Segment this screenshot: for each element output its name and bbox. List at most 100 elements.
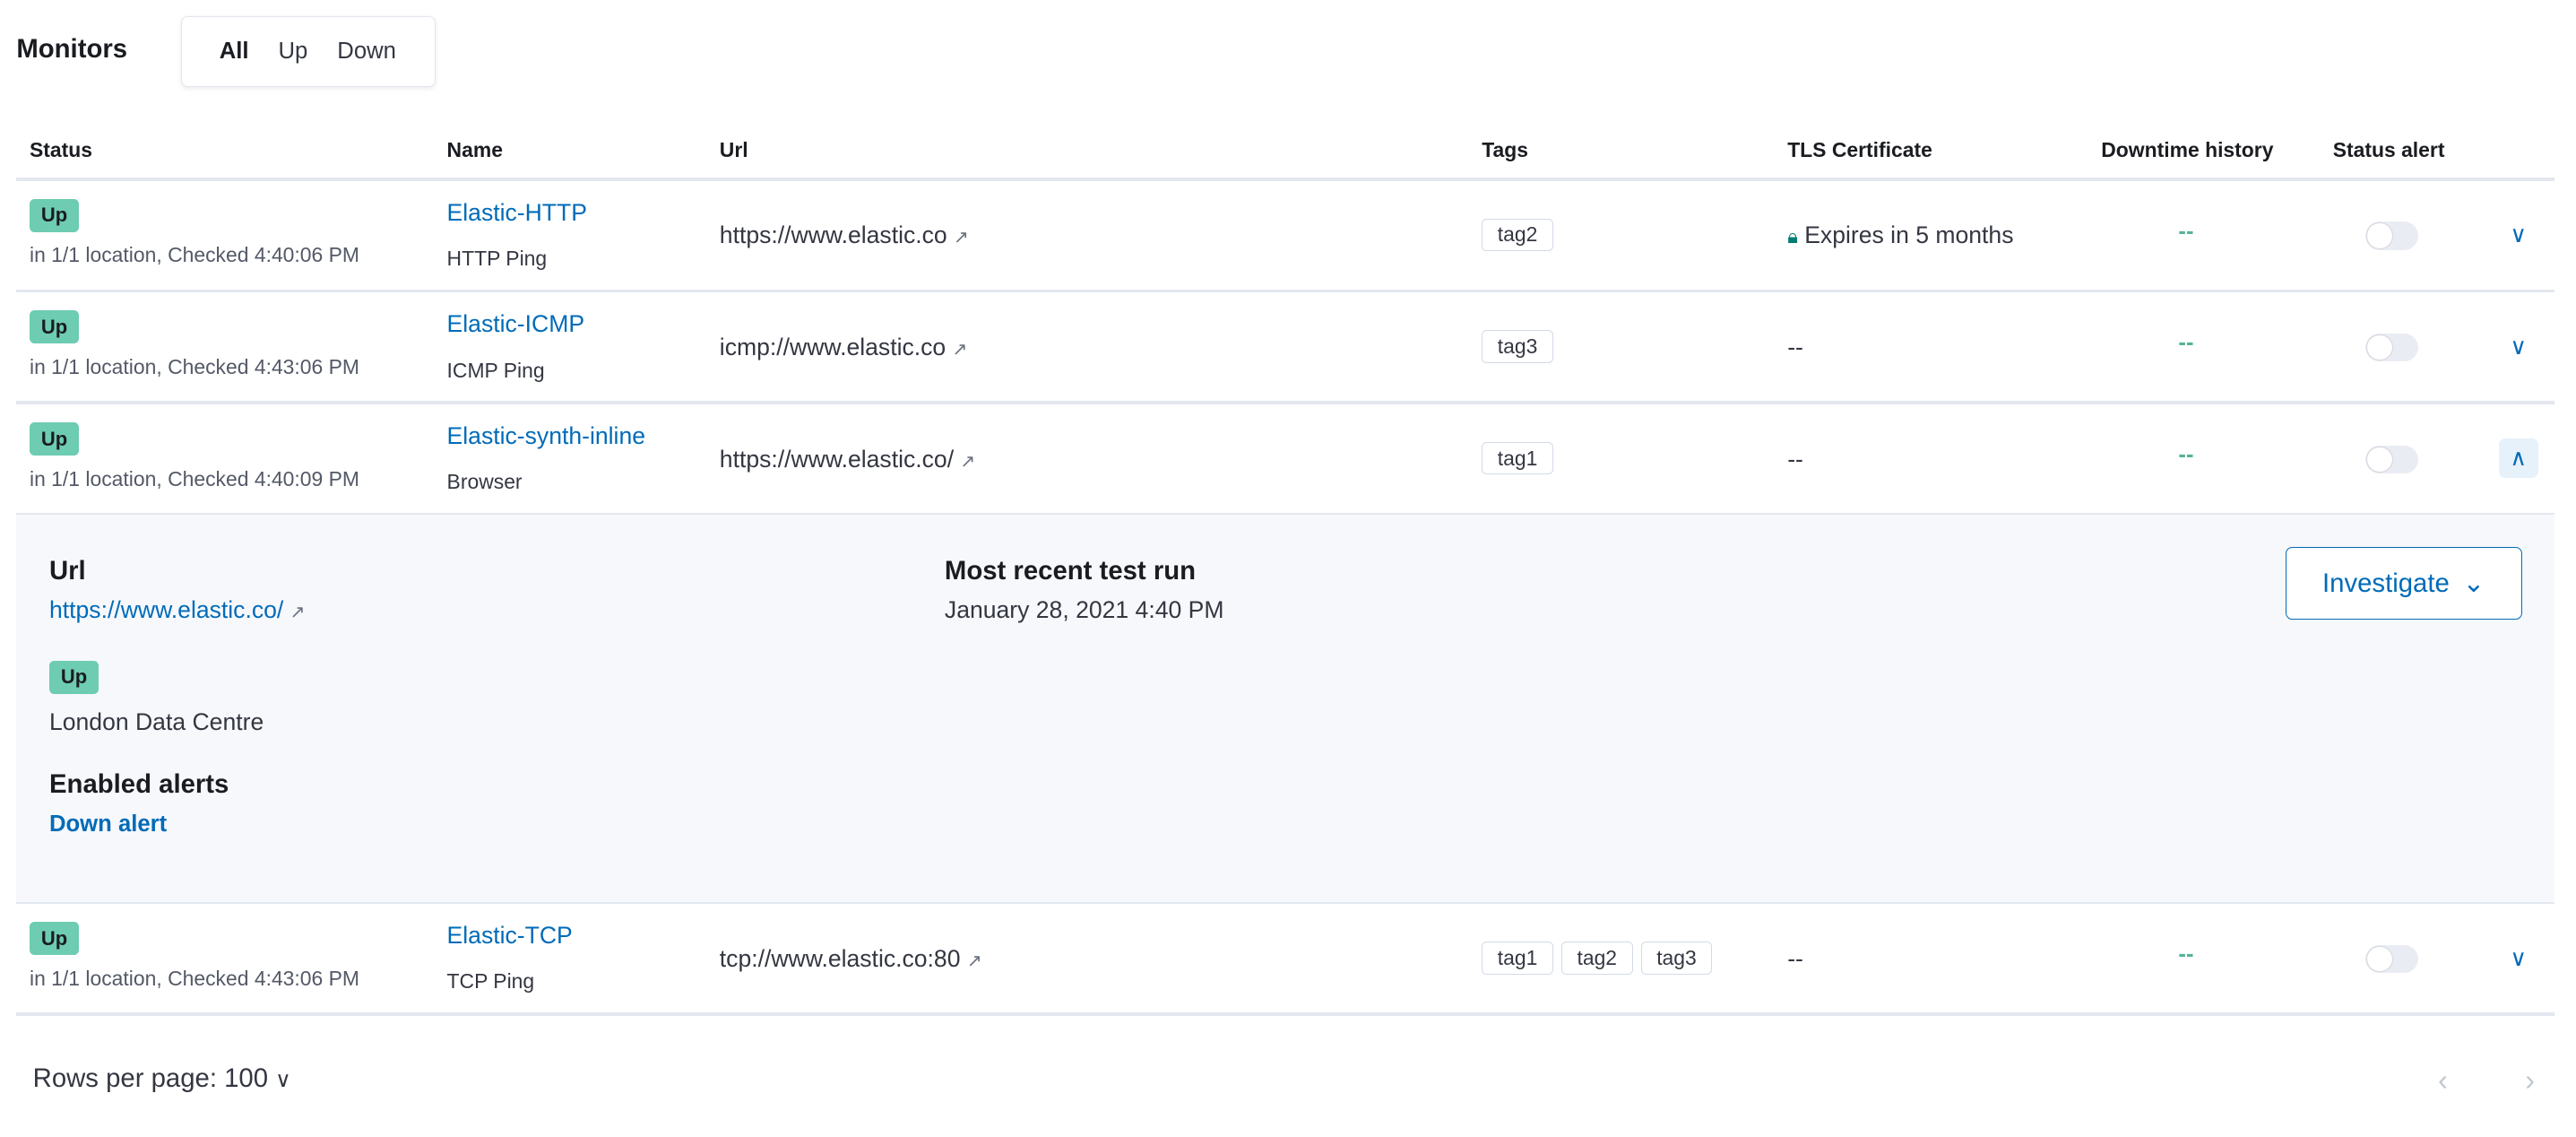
chevron-down-icon: ∨: [275, 1067, 291, 1092]
tag[interactable]: tag2: [1560, 942, 1633, 975]
divider: [16, 177, 2555, 181]
tls-certificate: 🔒︎ Expires in 5 months: [1787, 221, 2013, 249]
external-link-icon: ↗: [952, 340, 968, 360]
monitor-name-link[interactable]: Elastic-synth-inline: [446, 422, 645, 450]
tls-text: Expires in 5 months: [1804, 221, 2014, 249]
status-alert-toggle[interactable]: [2365, 334, 2419, 362]
checked-info: in 1/1 location, Checked 4:43:06 PM: [29, 966, 359, 990]
column-header-tags: Tags: [1482, 137, 1529, 161]
expand-row-button[interactable]: ∨: [2499, 215, 2538, 255]
tag[interactable]: tag3: [1482, 330, 1553, 363]
prev-page-button[interactable]: ‹: [2438, 1063, 2448, 1097]
monitor-name-link[interactable]: Elastic-TCP: [446, 922, 573, 950]
lock-icon: 🔒︎: [1787, 225, 1798, 248]
collapse-row-button[interactable]: ∧: [2498, 438, 2538, 479]
details-url-heading: Url: [48, 555, 86, 586]
monitor-url-link[interactable]: icmp://www.elastic.co ↗: [720, 334, 968, 361]
filter-down-button[interactable]: Down: [337, 39, 396, 65]
table-row: Up in 1/1 location, Checked 4:43:06 PM E…: [16, 291, 2554, 403]
next-page-button[interactable]: ›: [2525, 1063, 2536, 1097]
expand-row-button[interactable]: ∨: [2499, 327, 2538, 367]
status-filter-group: All Up Down: [180, 16, 436, 88]
monitor-url-text: tcp://www.elastic.co:80: [719, 944, 961, 972]
tls-certificate: --: [1787, 945, 1803, 973]
tag-list: tag1 tag2 tag3: [1482, 942, 1713, 975]
investigate-button[interactable]: Investigate ⌄: [2285, 547, 2522, 620]
external-link-icon: ↗: [290, 603, 306, 623]
recent-run-heading: Most recent test run: [944, 555, 1197, 586]
column-header-url[interactable]: Url: [719, 137, 748, 161]
monitor-type: Browser: [446, 470, 523, 494]
status-badge: Up: [29, 310, 79, 344]
status-alert-toggle[interactable]: [2365, 445, 2419, 473]
table-row: Up in 1/1 location, Checked 4:40:06 PM E…: [16, 179, 2554, 291]
column-header-name[interactable]: Name: [446, 137, 503, 161]
status-alert-toggle[interactable]: [2365, 944, 2419, 974]
monitor-url-link[interactable]: https://www.elastic.co/↗: [720, 446, 976, 473]
tls-certificate: --: [1787, 334, 1803, 361]
chevron-up-icon: ∧: [2510, 446, 2528, 472]
downtime-history: --: [2178, 442, 2194, 468]
monitor-name-link[interactable]: Elastic-HTTP: [446, 198, 587, 226]
monitor-url-text: icmp://www.elastic.co: [719, 334, 947, 361]
tag[interactable]: tag2: [1482, 218, 1553, 252]
monitor-type: HTTP Ping: [446, 246, 548, 270]
details-alerts-heading: Enabled alerts: [48, 768, 229, 799]
tag-list: tag1: [1482, 442, 1553, 475]
column-header-tls: TLS Certificate: [1787, 137, 1932, 161]
filter-all-button[interactable]: All: [219, 39, 249, 65]
chevron-down-icon: ∨: [2510, 945, 2528, 971]
monitor-url-link[interactable]: tcp://www.elastic.co:80 ↗: [720, 945, 982, 973]
page-title: Monitors: [16, 34, 128, 65]
divider: [16, 1012, 2555, 1016]
downtime-history: --: [2178, 942, 2194, 968]
details-url-link[interactable]: https://www.elastic.co/ ↗: [49, 596, 306, 624]
filter-up-button[interactable]: Up: [278, 39, 308, 65]
tls-text: --: [1787, 944, 1803, 972]
column-header-status[interactable]: Status: [29, 137, 92, 161]
table-row: Up in 1/1 location, Checked 4:43:06 PM E…: [16, 902, 2554, 1014]
column-header-status-alert: Status alert: [2332, 137, 2445, 161]
checked-info: in 1/1 location, Checked 4:40:09 PM: [29, 466, 359, 490]
details-status-badge: Up: [48, 660, 99, 694]
chevron-down-icon: ∨: [2510, 222, 2528, 248]
divider: [16, 289, 2555, 293]
down-alert-link[interactable]: Down alert: [48, 812, 168, 838]
external-link-icon: ↗: [954, 228, 969, 248]
status-badge: Up: [29, 198, 79, 232]
chevron-down-icon: ∨: [2510, 334, 2528, 360]
rows-per-page-select[interactable]: Rows per page: 100 ∨: [33, 1063, 291, 1094]
details-location: London Data Centre: [48, 707, 264, 735]
external-link-icon: ↗: [966, 950, 982, 971]
tls-certificate: --: [1787, 446, 1803, 473]
monitor-name-link[interactable]: Elastic-ICMP: [446, 310, 585, 338]
checked-info: in 1/1 location, Checked 4:43:06 PM: [29, 354, 359, 378]
tag[interactable]: tag1: [1482, 942, 1553, 975]
divider: [16, 900, 2555, 905]
rows-per-page-label: Rows per page: 100: [32, 1063, 269, 1093]
column-header-downtime: Downtime history: [2101, 137, 2274, 161]
tag-list: tag3: [1482, 330, 1553, 363]
tag[interactable]: tag3: [1640, 942, 1713, 975]
expand-row-button[interactable]: ∨: [2499, 939, 2538, 978]
recent-run-time: January 28, 2021 4:40 PM: [944, 596, 1224, 624]
status-badge: Up: [29, 422, 79, 456]
table-row: Up in 1/1 location, Checked 4:40:09 PM E…: [16, 403, 2554, 515]
chevron-down-icon: ⌄: [2462, 568, 2485, 599]
tls-text: --: [1787, 445, 1803, 473]
status-alert-toggle[interactable]: [2365, 221, 2419, 250]
divider: [16, 401, 2555, 404]
status-badge: Up: [29, 922, 79, 956]
monitor-type: ICMP Ping: [446, 358, 545, 382]
monitor-url-link[interactable]: https://www.elastic.co ↗: [720, 221, 969, 249]
downtime-history: --: [2178, 330, 2194, 356]
expanded-row-details: Url https://www.elastic.co/ ↗ Up London D…: [16, 514, 2555, 903]
downtime-history: --: [2178, 218, 2194, 244]
investigate-label: Investigate: [2322, 568, 2450, 598]
external-link-icon: ↗: [960, 451, 976, 472]
checked-info: in 1/1 location, Checked 4:40:06 PM: [29, 243, 359, 267]
monitor-type: TCP Ping: [446, 969, 535, 994]
monitor-url-text: https://www.elastic.co/: [719, 445, 955, 473]
tag[interactable]: tag1: [1482, 442, 1553, 475]
